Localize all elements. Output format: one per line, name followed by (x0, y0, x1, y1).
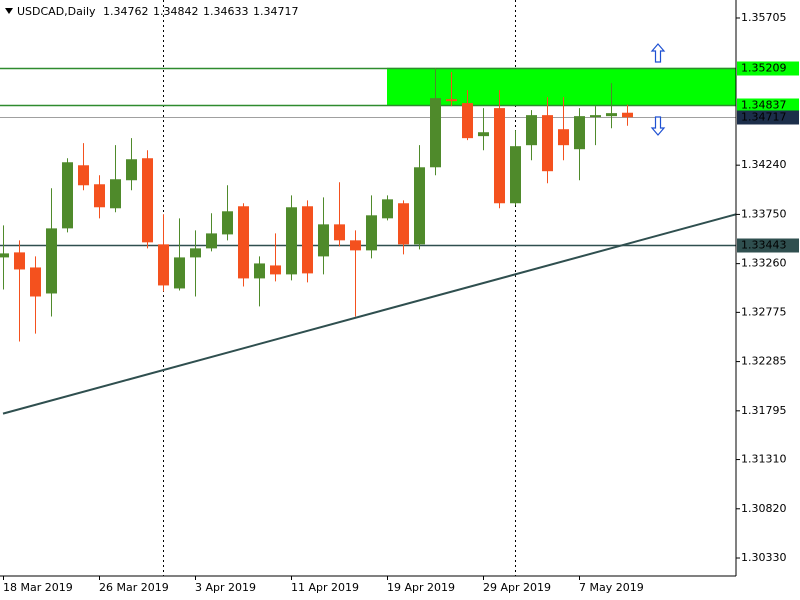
x-tick-label: 7 May 2019 (579, 581, 644, 594)
candle-body (302, 206, 313, 274)
zone (387, 67, 736, 106)
candle-body (398, 203, 409, 245)
low-label: 1.34633 (203, 5, 249, 18)
level-label-bg (737, 238, 799, 253)
candle-body (270, 265, 281, 275)
candle-body (622, 112, 633, 118)
candle-body (318, 224, 329, 257)
bid-label-bg (737, 110, 799, 125)
candle-body (510, 146, 521, 204)
candle-body (0, 253, 9, 258)
candle-body (190, 248, 201, 258)
candle-body (414, 167, 425, 245)
candle-body (62, 162, 73, 229)
down-arrow (650, 116, 666, 136)
candle-body (286, 207, 297, 275)
level-label-bg (737, 61, 799, 76)
candle-body (334, 224, 345, 241)
level-label: 1.33443 (741, 239, 787, 252)
candle-body (526, 115, 537, 146)
level-label-bg (737, 98, 799, 113)
candle-body (558, 129, 569, 146)
y-tick-label: 1.31795 (741, 404, 787, 417)
candle-body (446, 99, 457, 102)
candle-body (606, 113, 617, 117)
level-label: 1.35209 (741, 62, 787, 75)
x-tick-label: 3 Apr 2019 (195, 581, 256, 594)
close-label: 1.34717 (253, 5, 299, 18)
x-tick-label: 29 Apr 2019 (483, 581, 551, 594)
candle-body (174, 257, 185, 289)
candle-body (94, 184, 105, 208)
candle-body (46, 228, 57, 294)
candle-body (206, 233, 217, 249)
trendline (2, 213, 737, 415)
candle-body (14, 252, 25, 270)
menu-triangle (5, 8, 13, 14)
symbol-label: USDCAD,Daily (17, 5, 96, 18)
candle-body (30, 267, 41, 297)
up-arrow (650, 43, 666, 63)
candle-body (222, 211, 233, 235)
y-tick-label: 1.33260 (741, 257, 787, 270)
candle-body (366, 215, 377, 251)
x-tick-label: 26 Mar 2019 (99, 581, 169, 594)
candle-body (142, 158, 153, 243)
candle-body (254, 263, 265, 279)
y-tick-label: 1.34240 (741, 158, 787, 171)
x-tick-label: 19 Apr 2019 (387, 581, 455, 594)
candle-body (350, 240, 361, 251)
candle-body (590, 115, 601, 118)
candle-body (126, 159, 137, 181)
candle-body (158, 244, 169, 286)
y-tick-label: 1.35705 (741, 11, 787, 24)
candle-body (430, 98, 441, 168)
bid-label: 1.34717 (741, 111, 787, 124)
open-label: 1.34762 (103, 5, 149, 18)
x-tick-label: 11 Apr 2019 (291, 581, 359, 594)
y-tick-label: 1.30330 (741, 551, 787, 564)
candle-body (494, 108, 505, 204)
x-tick-label: 18 Mar 2019 (3, 581, 73, 594)
candle-body (462, 103, 473, 139)
y-tick-label: 1.30820 (741, 502, 787, 515)
high-label: 1.34842 (153, 5, 199, 18)
candle-body (110, 179, 121, 209)
y-tick-label: 1.33750 (741, 207, 787, 220)
candle-body (574, 116, 585, 150)
candle-body (78, 165, 89, 186)
candle-body (478, 132, 489, 137)
candle-body (382, 199, 393, 219)
candle-body (238, 206, 249, 279)
y-tick-label: 1.31310 (741, 453, 787, 466)
plot-area (0, 0, 737, 576)
candle-body (542, 115, 553, 172)
y-tick-label: 1.32775 (741, 305, 787, 318)
level-label: 1.34837 (741, 99, 787, 112)
y-tick-label: 1.32285 (741, 355, 787, 368)
